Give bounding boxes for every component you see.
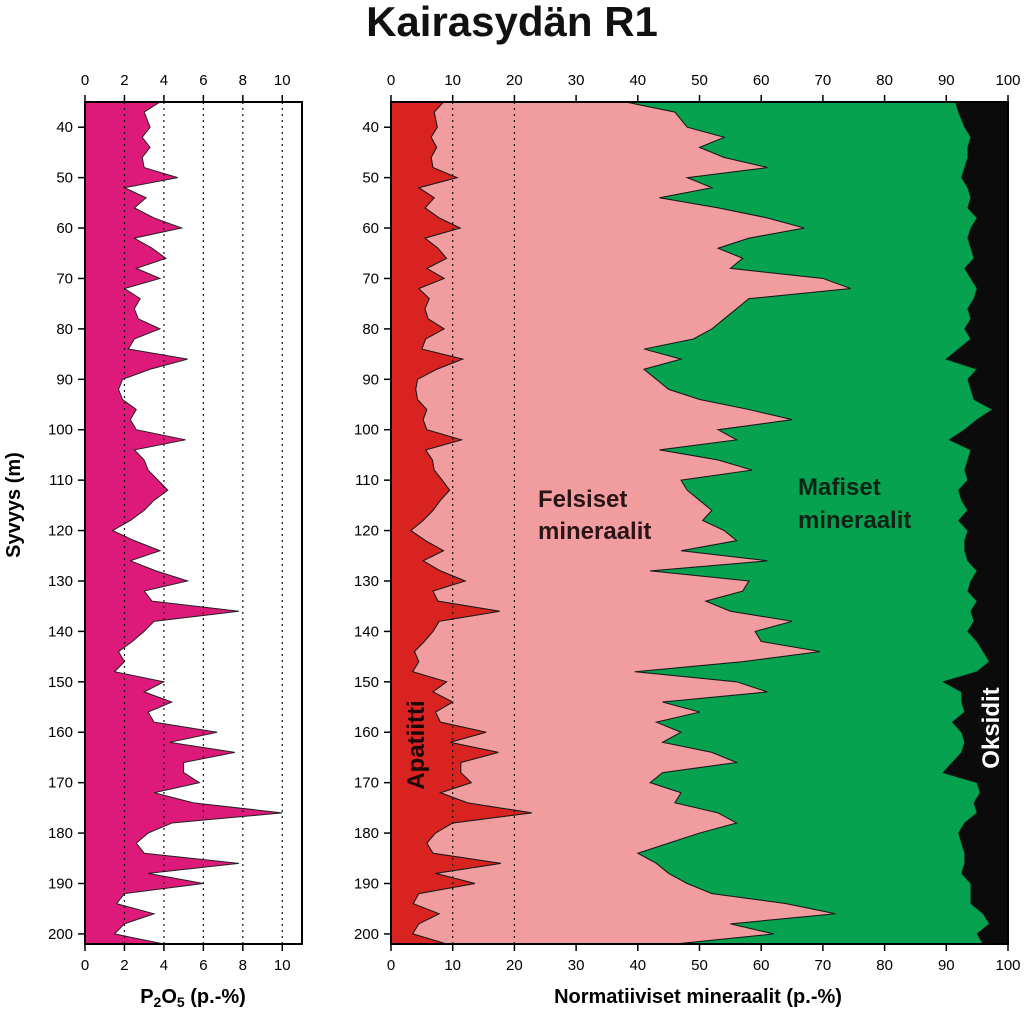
mineral-ytick-label: 200 (354, 926, 379, 943)
mineral-xtick-label-bottom: 40 (629, 957, 646, 974)
p2o5-ytick-label: 140 (48, 623, 73, 640)
x-axis-label-subscript: 2 (154, 994, 162, 1010)
mineral-ytick-label: 170 (354, 775, 379, 792)
felsic-label-line2: mineraalit (538, 518, 651, 545)
p2o5-ytick-label: 190 (48, 875, 73, 892)
mineral-x-axis-label: Normatiiviset mineraalit (p.-%) (554, 986, 842, 1008)
p2o5-xtick-label-bottom: 0 (81, 957, 89, 974)
p2o5-ytick-label: 120 (48, 523, 73, 540)
mineral-ytick-label: 150 (354, 674, 379, 691)
mineral-xtick-label-top: 100 (995, 72, 1020, 89)
chart-title: Kairasydän R1 (366, 0, 658, 45)
p2o5-ytick-label: 160 (48, 724, 73, 741)
p2o5-ytick-label: 50 (56, 170, 73, 187)
p2o5-x-axis-label: P2O5 (p.-%) (140, 986, 246, 1010)
p2o5-area (84, 101, 283, 945)
p2o5-ytick-label: 170 (48, 775, 73, 792)
mafic-label-line2: mineraalit (798, 507, 911, 534)
p2o5-xtick-label-top: 2 (120, 72, 128, 89)
p2o5-xtick-label-bottom: 4 (160, 957, 168, 974)
y-axis-label: Syvyys (m) (3, 452, 25, 558)
p2o5-xtick-label-top: 6 (199, 72, 207, 89)
mineral-xtick-label-top: 10 (444, 72, 461, 89)
p2o5-ytick-label: 180 (48, 825, 73, 842)
p2o5-xtick-label-top: 8 (239, 72, 247, 89)
p2o5-ytick-label: 200 (48, 926, 73, 943)
mineral-ytick-label: 50 (362, 170, 379, 187)
p2o5-ytick-label: 40 (56, 119, 73, 136)
mineral-xtick-label-top: 90 (938, 72, 955, 89)
mineral-xtick-label-bottom: 10 (444, 957, 461, 974)
mineral-ytick-label: 100 (354, 422, 379, 439)
p2o5-xtick-label-bottom: 10 (274, 957, 291, 974)
p2o5-ytick-label: 90 (56, 371, 73, 388)
mineral-xtick-label-top: 30 (568, 72, 585, 89)
mineral-xtick-label-top: 70 (815, 72, 832, 89)
p2o5-xtick-label-top: 4 (160, 72, 168, 89)
mineral-ytick-label: 130 (354, 573, 379, 590)
mineral-xtick-label-top: 60 (753, 72, 770, 89)
p2o5-ytick-label: 80 (56, 321, 73, 338)
p2o5-ytick-label: 150 (48, 674, 73, 691)
p2o5-ytick-label: 60 (56, 220, 73, 237)
mineral-ytick-label: 180 (354, 825, 379, 842)
x-axis-label-part: P (140, 986, 153, 1008)
mineral-ytick-label: 110 (355, 472, 379, 489)
x-axis-label-part: O (161, 986, 177, 1008)
mineral-panel: 0 0 10 10 20 20 30 30 40 40 50 50 60 60 70 70 80 80 90 90 10… (354, 72, 1021, 1008)
p2o5-ytick-label: 100 (48, 422, 73, 439)
mineral-xtick-label-bottom: 90 (938, 957, 955, 974)
p2o5-xtick-label-bottom: 6 (199, 957, 207, 974)
mineral-xtick-label-bottom: 20 (506, 957, 523, 974)
mineral-xtick-label-bottom: 80 (876, 957, 893, 974)
mineral-xtick-label-bottom: 50 (691, 957, 708, 974)
p2o5-ytick-label: 70 (56, 270, 73, 287)
p2o5-panel: 0 0 2 2 4 4 6 6 8 8 10 10 40 50 60 70 80 90 100 110 120 130 14… (3, 72, 303, 1010)
mineral-ytick-label: 40 (362, 119, 379, 136)
mineral-ytick-label: 120 (354, 523, 379, 540)
p2o5-xtick-label-top: 0 (81, 72, 89, 89)
mineral-xtick-label-top: 80 (876, 72, 893, 89)
p2o5-ytick-label: 130 (48, 573, 73, 590)
apatite-label: Apatiitti (403, 700, 430, 789)
mineral-xtick-label-bottom: 0 (387, 957, 395, 974)
felsic-label-line1: Felsiset (538, 486, 627, 513)
mineral-xtick-label-bottom: 100 (995, 957, 1020, 974)
x-axis-label-subscript: 5 (177, 994, 185, 1010)
mineral-xtick-label-top: 40 (629, 72, 646, 89)
mineral-ytick-label: 160 (354, 724, 379, 741)
mineral-xtick-label-top: 50 (691, 72, 708, 89)
p2o5-xtick-label-bottom: 2 (120, 957, 128, 974)
p2o5-plot-frame (84, 101, 303, 945)
mineral-ytick-label: 70 (362, 270, 379, 287)
mineral-ytick-label: 80 (362, 321, 379, 338)
mineral-xtick-label-top: 20 (506, 72, 523, 89)
mineral-ytick-label: 90 (362, 371, 379, 388)
mineral-ytick-label: 60 (362, 220, 379, 237)
oxide-label: Oksidit (978, 687, 1005, 768)
mineral-xtick-label-top: 0 (387, 72, 395, 89)
p2o5-xtick-label-top: 10 (274, 72, 291, 89)
mineral-xtick-label-bottom: 30 (568, 957, 585, 974)
p2o5-ytick-label: 110 (49, 472, 73, 489)
mineral-ytick-label: 140 (354, 623, 379, 640)
mafic-label-line1: Mafiset (798, 474, 881, 501)
x-axis-label-part: (p.-%) (185, 986, 246, 1008)
mineral-xtick-label-bottom: 60 (753, 957, 770, 974)
mineral-xtick-label-bottom: 70 (815, 957, 832, 974)
p2o5-xtick-label-bottom: 8 (239, 957, 247, 974)
mineral-ytick-label: 190 (354, 875, 379, 892)
